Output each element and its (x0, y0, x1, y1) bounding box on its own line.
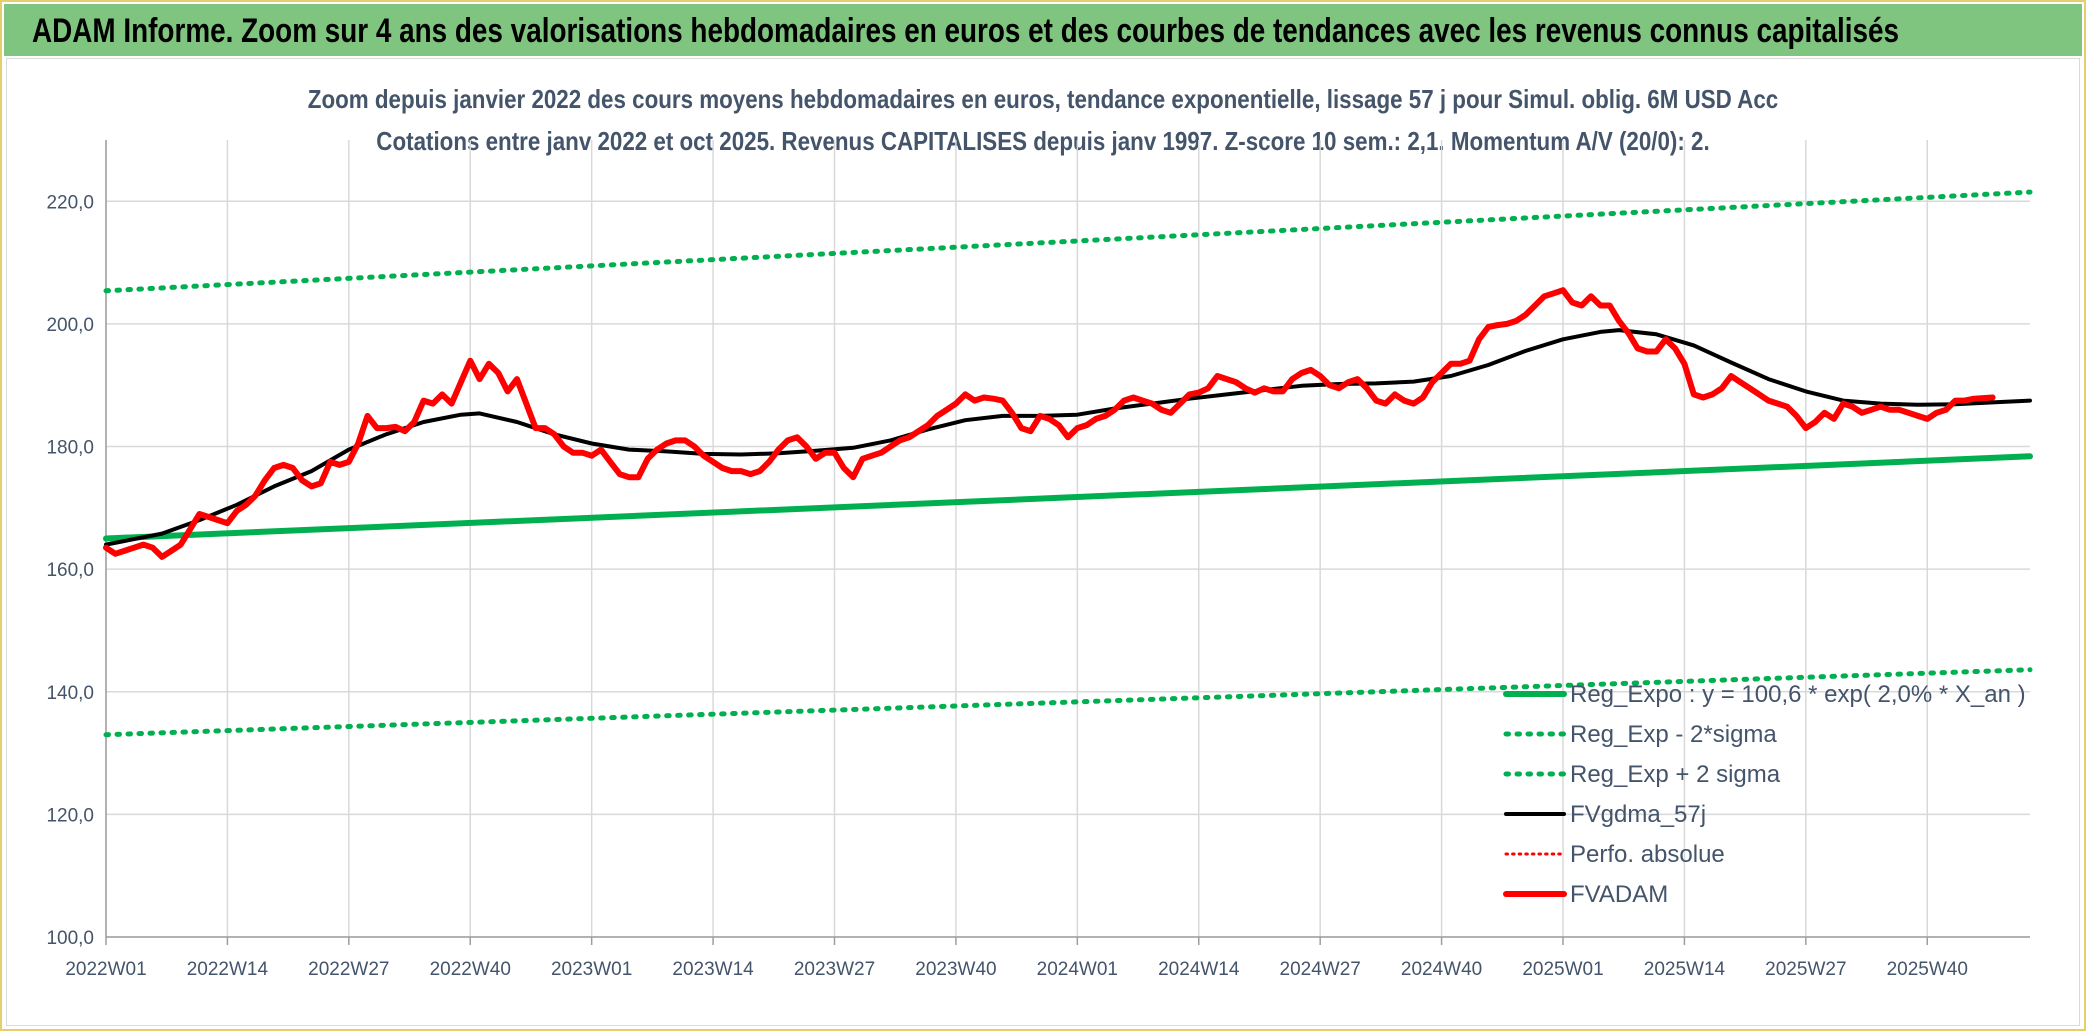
series-line-0 (103, 453, 2033, 542)
x-tick-label: 2025W27 (1765, 959, 1846, 980)
series-line-5 (103, 287, 1996, 560)
legend-label: FVADAM (1570, 881, 1668, 908)
y-tick-label: 120,0 (46, 805, 94, 826)
legend: Reg_Expo : y = 100,6 * exp( 2,0% * X_an … (1503, 681, 2026, 908)
x-tick-label: 2022W27 (308, 959, 389, 980)
x-tick-label: 2022W01 (65, 959, 146, 980)
legend-label: Perfo. absolue (1570, 841, 1725, 868)
series-group (103, 189, 2033, 738)
y-tick-label: 160,0 (46, 560, 94, 581)
y-tick-label: 140,0 (46, 683, 94, 704)
x-tick-label: 2024W01 (1037, 959, 1118, 980)
x-tick-label: 2022W14 (187, 959, 269, 980)
series-line-3 (104, 328, 2032, 547)
legend-label: Reg_Exp + 2 sigma (1570, 761, 1781, 788)
grid (105, 140, 2030, 938)
x-tick-label: 2023W14 (672, 959, 754, 980)
y-tick-label: 220,0 (46, 192, 94, 213)
series-line-1 (103, 667, 2033, 738)
legend-label: Reg_Expo : y = 100,6 * exp( 2,0% * X_an … (1570, 681, 2026, 708)
x-tick-label: 2023W01 (551, 959, 632, 980)
legend-label: FVgdma_57j (1570, 801, 1706, 828)
x-tick-label: 2025W14 (1644, 959, 1726, 980)
y-tick-label: 100,0 (46, 928, 94, 949)
x-tick-label: 2025W40 (1887, 959, 1968, 980)
chart-subtitle: Cotations entre janv 2022 et oct 2025. R… (376, 126, 1710, 156)
x-tick-label: 2024W40 (1401, 959, 1482, 980)
x-tick-label: 2024W14 (1158, 959, 1240, 980)
chart-title: Zoom depuis janvier 2022 des cours moyen… (307, 84, 1779, 114)
x-tick-label: 2023W40 (915, 959, 996, 980)
banner: ADAM Informe. Zoom sur 4 ans des valoris… (4, 4, 2082, 56)
series-line-2 (103, 189, 2033, 294)
chart-panel (6, 58, 2080, 1026)
banner-title: ADAM Informe. Zoom sur 4 ans des valoris… (32, 12, 1900, 50)
x-tick-label: 2024W27 (1280, 959, 1361, 980)
legend-label: Reg_Exp - 2*sigma (1570, 721, 1777, 748)
x-tick-label: 2022W40 (430, 959, 511, 980)
y-tick-label: 180,0 (46, 438, 94, 459)
y-tick-label: 200,0 (46, 315, 94, 336)
x-tick-label: 2023W27 (794, 959, 875, 980)
x-tick-label: 2025W01 (1522, 959, 1603, 980)
axes: 100,0 120,0 140,0 160,0 180,0 200,0 220,0 2022W… (46, 140, 2030, 980)
